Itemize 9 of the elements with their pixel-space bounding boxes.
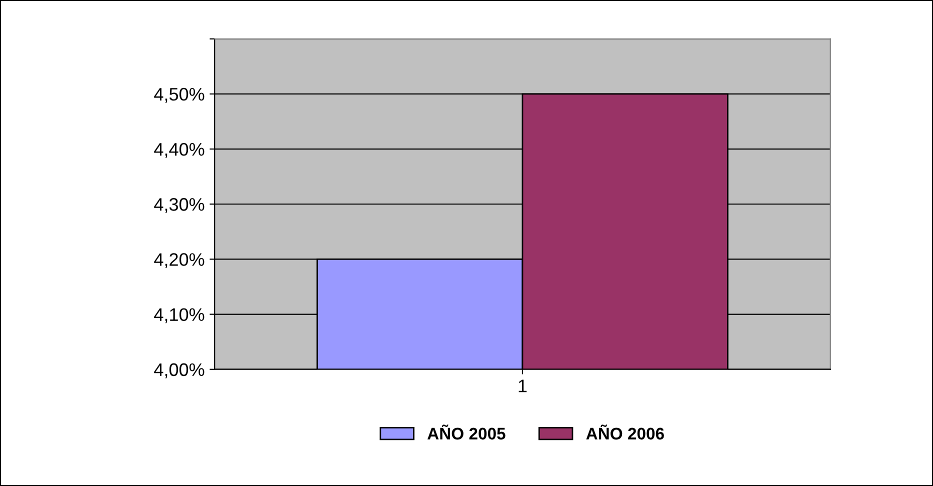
y-tick-label: 4,50%: [154, 88, 204, 103]
legend-label: AÑO 2006: [586, 424, 664, 440]
y-tick-label: 4,20%: [154, 253, 204, 268]
y-tick-label: 4,30%: [154, 198, 204, 213]
y-tick-label: 4,40%: [154, 142, 204, 158]
y-tick-label: 4,10%: [154, 308, 204, 324]
legend-label: AÑO 2005: [427, 424, 506, 440]
x-tick-label: 1: [518, 380, 527, 392]
y-tick-label: 4,00%: [154, 363, 204, 378]
